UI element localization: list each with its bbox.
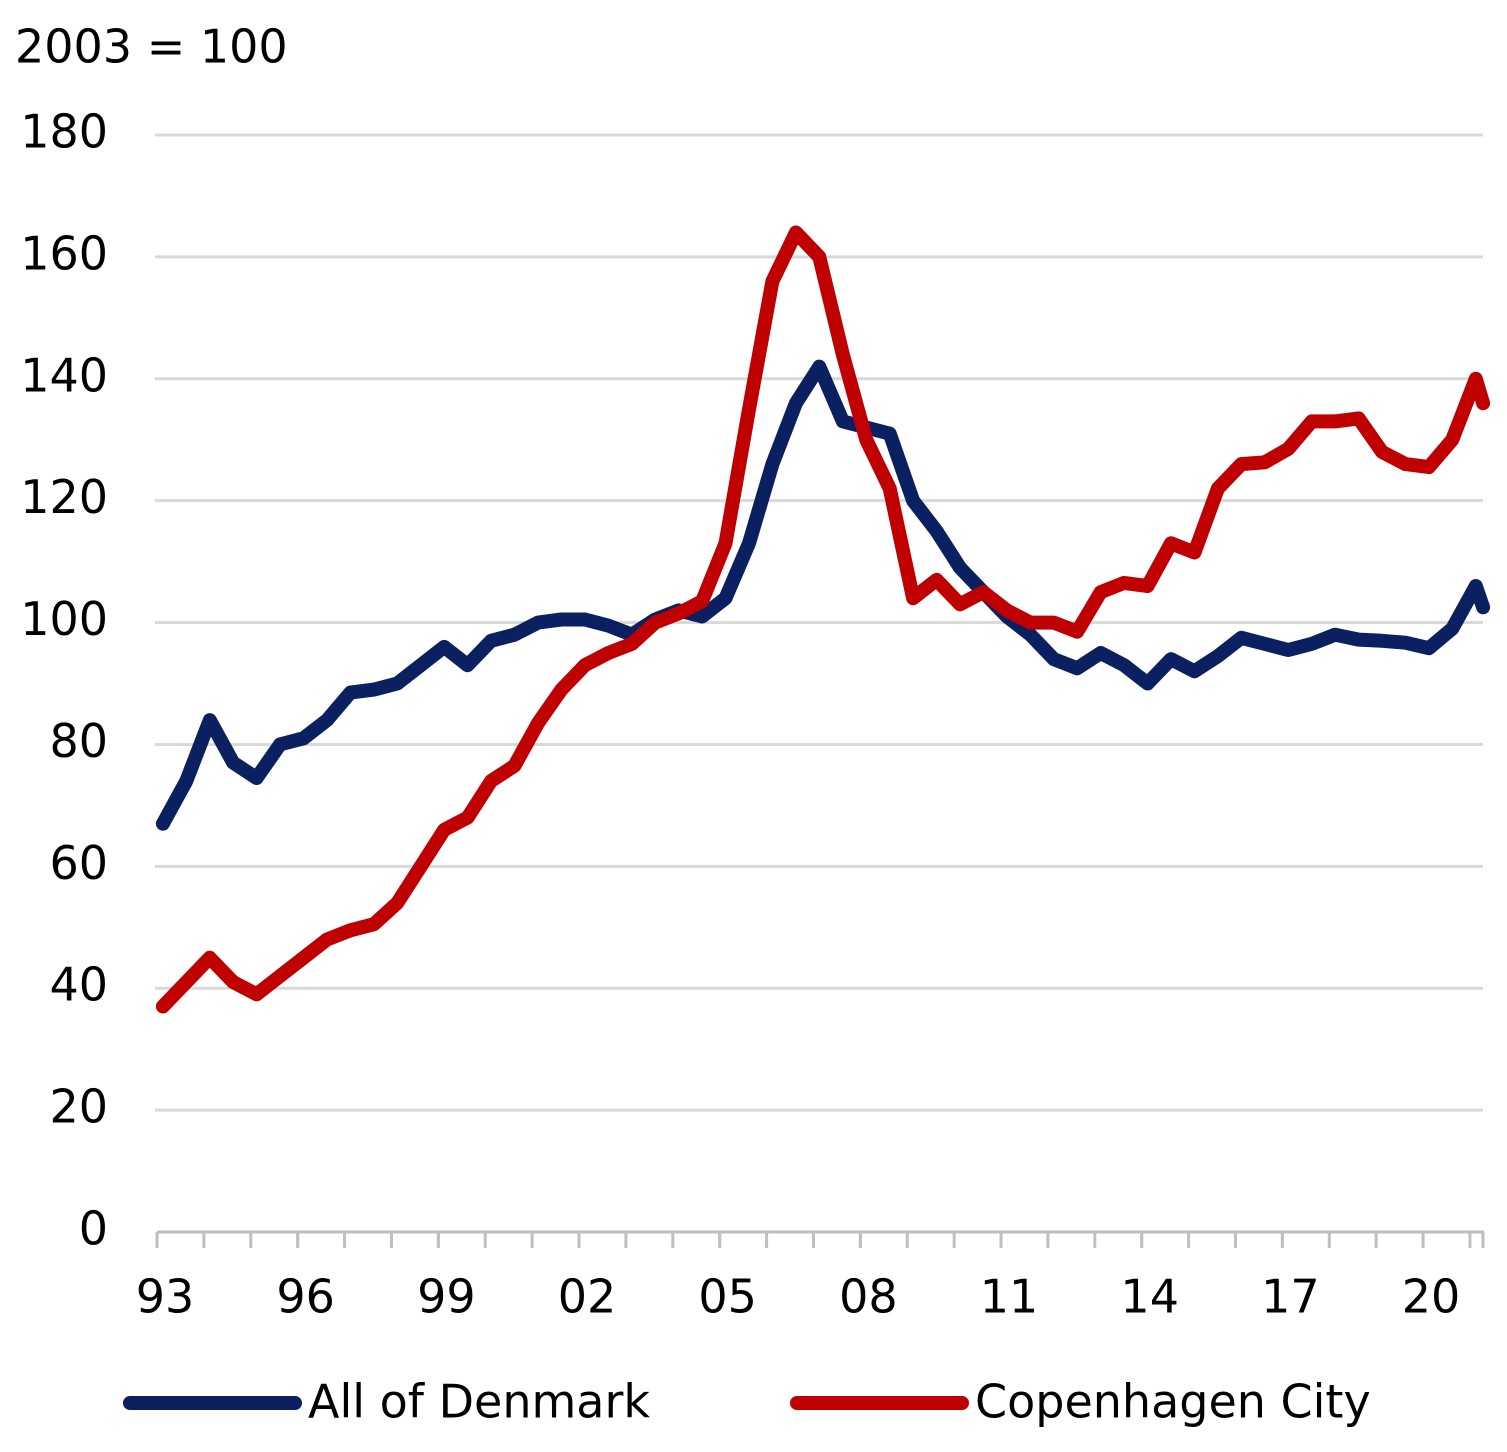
y-tick-label: 0 bbox=[79, 1202, 108, 1256]
line-series bbox=[155, 225, 1491, 1014]
x-tick-label: 96 bbox=[276, 1270, 335, 1324]
y-tick-label: 40 bbox=[49, 958, 108, 1012]
y-tick-label: 100 bbox=[20, 592, 108, 646]
line-series bbox=[155, 359, 1491, 831]
y-tick-label: 160 bbox=[20, 226, 108, 280]
legend-label: All of Denmark bbox=[308, 1375, 650, 1429]
x-tick-label: 08 bbox=[839, 1270, 898, 1324]
x-tick-label: 11 bbox=[980, 1270, 1039, 1324]
x-tick-label: 05 bbox=[698, 1270, 757, 1324]
chart-title: 2003 = 100 bbox=[15, 20, 288, 74]
x-tick-label: 17 bbox=[1261, 1270, 1320, 1324]
x-tick-label: 93 bbox=[136, 1270, 195, 1324]
y-tick-label: 20 bbox=[49, 1080, 108, 1134]
y-tick-label: 140 bbox=[20, 348, 108, 402]
legend-label: Copenhagen City bbox=[975, 1375, 1371, 1429]
y-tick-label: 180 bbox=[20, 105, 108, 159]
y-tick-label: 60 bbox=[49, 836, 108, 890]
x-tick-label: 20 bbox=[1402, 1270, 1461, 1324]
x-tick-label: 14 bbox=[1120, 1270, 1179, 1324]
y-tick-label: 120 bbox=[20, 470, 108, 524]
x-tick-label: 02 bbox=[558, 1270, 617, 1324]
y-tick-label: 80 bbox=[49, 714, 108, 768]
x-tick-label: 99 bbox=[417, 1270, 476, 1324]
